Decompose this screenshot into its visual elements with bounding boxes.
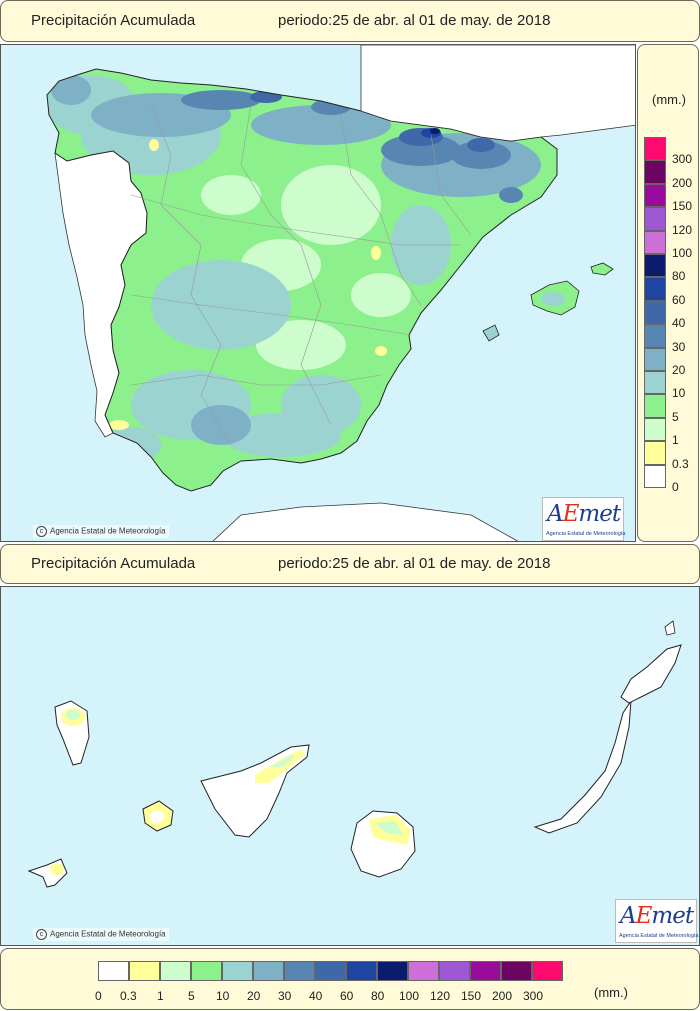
legend-swatch — [644, 230, 666, 254]
island-fuerteventura — [533, 699, 632, 834]
legend-swatch — [644, 394, 666, 418]
legend-h-label: 120 — [430, 989, 451, 1003]
legend-swatch — [644, 371, 666, 395]
legend-h-swatch — [191, 961, 222, 981]
legend-label: 150 — [672, 199, 693, 214]
legend-swatch — [644, 137, 666, 161]
legend-h-swatch — [129, 961, 160, 981]
legend-h-unit: (mm.) — [594, 985, 628, 1000]
aemet-logo: AEmet Agencia Estatal de Meteorología — [542, 497, 626, 541]
legend-swatch — [644, 464, 666, 488]
canarias-map-svg — [27, 620, 682, 888]
legend-swatch — [644, 277, 666, 301]
legend-h-swatch — [284, 961, 315, 981]
canarias-copyright-notice: c Agencia Estatal de Meteorología — [33, 928, 169, 941]
legend-unit: (mm.) — [652, 92, 686, 107]
legend-label: 0 — [672, 480, 679, 494]
map-title: Precipitación Acumulada — [31, 12, 196, 29]
legend-h-swatch — [439, 961, 470, 981]
copyright-icon: c — [36, 526, 47, 537]
legend-vertical: (mm.) 0 0.3 1 5 10 20 30 40 60 80 100 120 150 200 300 — [637, 44, 699, 542]
legend-label: 5 — [672, 409, 679, 424]
top-title-bar: Precipitación Acumulada periodo:25 de ab… — [0, 0, 700, 42]
legend-label: 100 — [672, 246, 693, 260]
legend-h-swatch — [470, 961, 501, 981]
legend-h-label: 200 — [492, 989, 513, 1003]
legend-swatch — [644, 441, 666, 465]
legend-h-swatch — [253, 961, 284, 981]
legend-label: 10 — [672, 386, 686, 401]
legend-h-label: 30 — [278, 989, 292, 1003]
bottom-title-bar: Precipitación Acumulada periodo:25 de ab… — [0, 544, 700, 584]
legend-h-label: 100 — [399, 989, 420, 1003]
legend-label: 30 — [672, 339, 686, 354]
legend-h-label: 0 — [95, 989, 102, 1003]
copyright-icon: c — [36, 929, 47, 940]
legend-h-swatch — [501, 961, 532, 981]
legend-h-swatch — [98, 961, 129, 981]
france-land — [360, 45, 635, 142]
legend-label: 1 — [672, 433, 679, 448]
legend-h-label: 300 — [523, 989, 544, 1003]
legend-h-swatch — [532, 961, 563, 981]
precipitation-fill — [47, 75, 541, 463]
map-period: periodo:25 de abr. al 01 de may. de 2018 — [278, 12, 551, 29]
legend-swatch — [644, 160, 666, 184]
legend-label: 0.3 — [672, 456, 689, 471]
mallorca-rain — [541, 292, 565, 306]
legend-h-label: 5 — [188, 989, 195, 1003]
legend-h-swatch — [160, 961, 191, 981]
legend-label: 40 — [672, 316, 686, 331]
copyright-notice: c Agencia Estatal de Meteorología — [33, 525, 169, 538]
legend-h-swatch — [222, 961, 253, 981]
legend-h-label: 40 — [309, 989, 323, 1003]
island-la-graciosa — [664, 620, 676, 636]
legend-label: 300 — [672, 152, 693, 167]
legend-h-label: 80 — [371, 989, 385, 1003]
legend-label: 60 — [672, 292, 686, 307]
legend-h-label: 0.3 — [120, 989, 137, 1003]
legend-swatch — [644, 207, 666, 231]
island-lanzarote — [620, 644, 682, 704]
canarias-period: periodo:25 de abr. al 01 de may. de 2018 — [278, 555, 551, 572]
ibiza — [482, 324, 500, 342]
legend-swatch — [644, 183, 666, 208]
legend-h-swatch — [408, 961, 439, 981]
legend-label: 200 — [672, 175, 693, 190]
africa-land — [212, 502, 519, 541]
canarias-title: Precipitación Acumulada — [31, 555, 196, 572]
legend-swatch — [644, 347, 666, 371]
canarias-map[interactable]: c Agencia Estatal de Meteorología AEmet A… — [0, 586, 700, 946]
legend-swatch — [644, 300, 666, 325]
legend-horizontal: 0 0.3 1 5 10 20 30 40 60 80 100 120 150 200 300 (mm.) — [0, 948, 700, 1010]
legend-swatch — [644, 324, 666, 348]
legend-h-label: 60 — [340, 989, 354, 1003]
province-borders — [130, 104, 472, 446]
peninsula-map-svg — [46, 45, 635, 541]
legend-h-label: 20 — [247, 989, 261, 1003]
canarias-aemet-logo: AEmet Agencia Estatal de Meteorología — [615, 899, 699, 943]
legend-label: 80 — [672, 269, 686, 284]
legend-swatch — [644, 417, 666, 442]
legend-h-swatch — [377, 961, 408, 981]
legend-h-swatch — [346, 961, 377, 981]
legend-h-label: 1 — [157, 989, 164, 1003]
legend-label: 20 — [672, 363, 686, 377]
menorca — [590, 262, 614, 276]
legend-label: 120 — [672, 222, 693, 237]
peninsula-map[interactable]: c Agencia Estatal de Meteorología AEmet A… — [0, 44, 636, 542]
legend-h-swatch — [315, 961, 346, 981]
legend-swatch — [644, 254, 666, 278]
legend-h-label: 150 — [461, 989, 482, 1003]
legend-h-label: 10 — [216, 989, 230, 1003]
